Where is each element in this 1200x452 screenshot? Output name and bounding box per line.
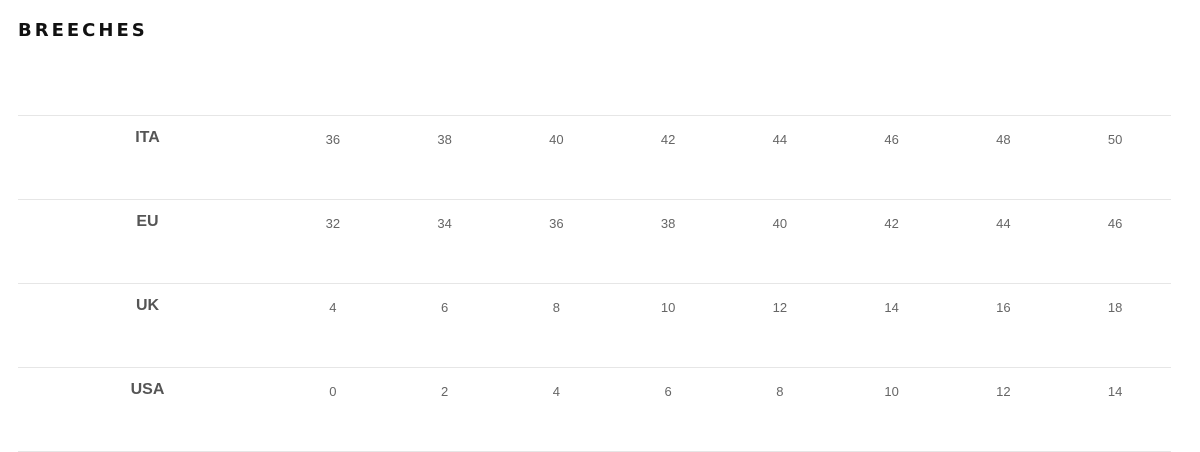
size-cell: 48 [947, 115, 1060, 200]
size-cell: 36 [500, 199, 613, 284]
size-cell: 10 [835, 367, 948, 452]
size-cell: 38 [612, 199, 724, 284]
size-cell: 14 [1059, 367, 1171, 452]
size-cell: 46 [1059, 199, 1171, 284]
size-cell: 42 [612, 115, 724, 200]
size-cell: 2 [388, 367, 501, 452]
size-cell: 42 [835, 199, 948, 284]
size-cell: 16 [947, 283, 1060, 368]
size-cell: 32 [277, 199, 389, 284]
row-label: ITA [18, 115, 277, 200]
size-cell: 6 [388, 283, 501, 368]
size-cell: 46 [835, 115, 948, 200]
page-title: BREECHES [18, 20, 148, 41]
size-table: ITA 36 38 40 42 44 46 48 50 EU 32 34 36 38 40 42 44 46 UK 4… [18, 115, 1171, 452]
row-label: UK [18, 283, 277, 368]
table-row: UK 4 6 8 10 12 14 16 18 [18, 283, 1171, 368]
size-cell: 50 [1059, 115, 1171, 200]
size-cell: 34 [388, 199, 501, 284]
table-row: ITA 36 38 40 42 44 46 48 50 [18, 115, 1171, 200]
size-cell: 14 [835, 283, 948, 368]
row-label: USA [18, 367, 277, 452]
size-cell: 6 [612, 367, 724, 452]
size-cell: 12 [947, 367, 1060, 452]
table-row: EU 32 34 36 38 40 42 44 46 [18, 199, 1171, 284]
size-cell: 4 [277, 283, 389, 368]
size-cell: 8 [724, 367, 836, 452]
size-cell: 40 [724, 199, 836, 284]
size-cell: 8 [500, 283, 613, 368]
size-cell: 36 [277, 115, 389, 200]
size-cell: 44 [947, 199, 1060, 284]
table-row: USA 0 2 4 6 8 10 12 14 [18, 367, 1171, 452]
size-cell: 4 [500, 367, 613, 452]
size-cell: 10 [612, 283, 724, 368]
size-cell: 40 [500, 115, 613, 200]
size-cell: 12 [724, 283, 836, 368]
size-cell: 38 [388, 115, 501, 200]
size-cell: 0 [277, 367, 389, 452]
size-cell: 18 [1059, 283, 1171, 368]
row-label: EU [18, 199, 277, 284]
size-cell: 44 [724, 115, 836, 200]
